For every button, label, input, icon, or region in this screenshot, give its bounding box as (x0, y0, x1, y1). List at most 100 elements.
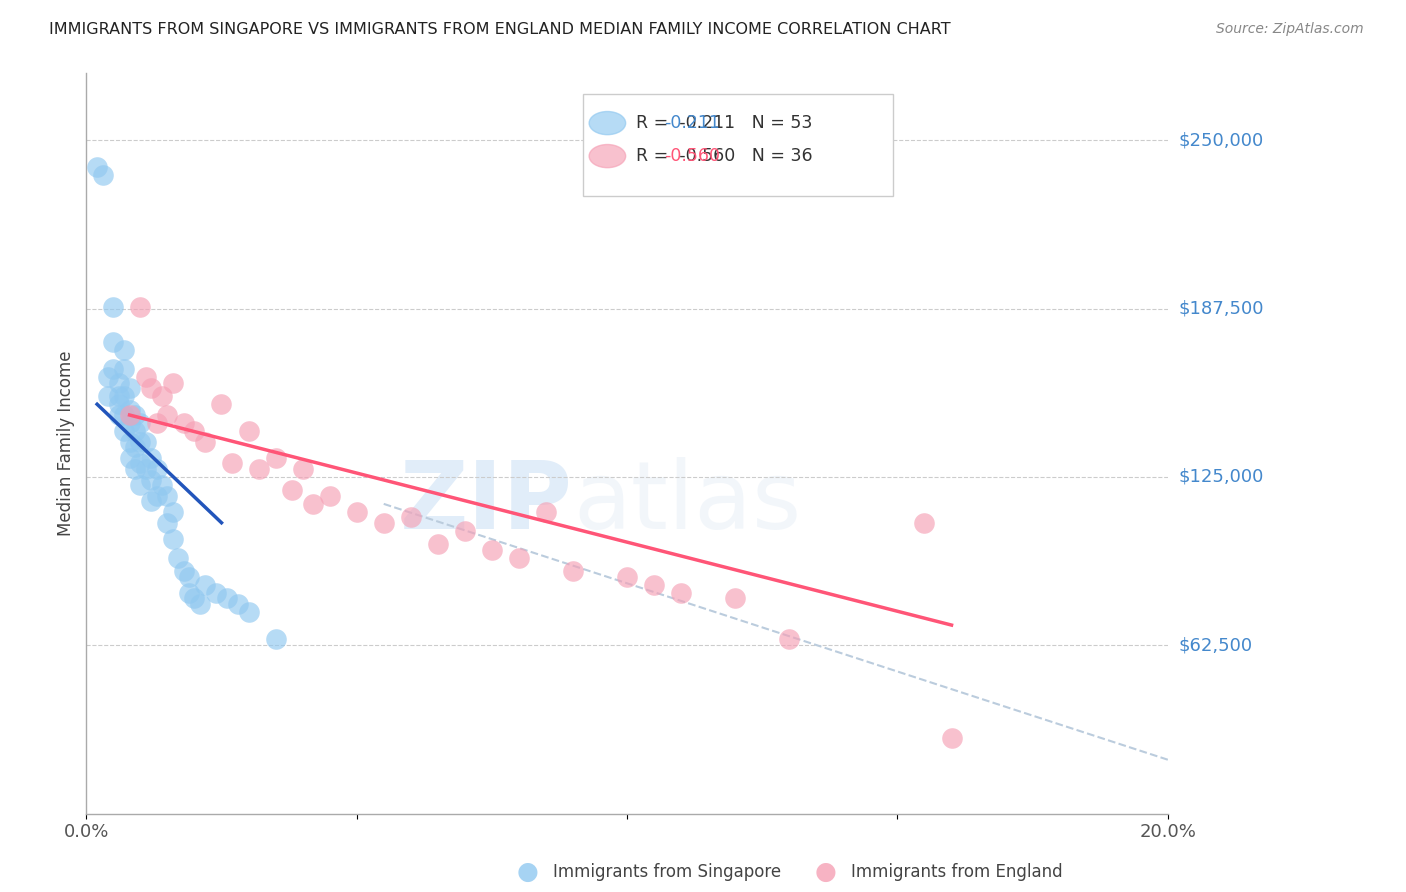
Point (173, 416, 195, 430)
Text: IMMIGRANTS FROM SINGAPORE VS IMMIGRANTS FROM ENGLAND MEDIAN FAMILY INCOME CORREL: IMMIGRANTS FROM SINGAPORE VS IMMIGRANTS … (49, 22, 950, 37)
Point (150, 389, 173, 403)
Point (162, 376, 184, 390)
Point (112, 362, 135, 376)
Y-axis label: Median Family Income: Median Family Income (58, 351, 75, 536)
Point (173, 564, 195, 578)
Point (124, 424, 146, 438)
Text: R =  -0.560   N = 36: R = -0.560 N = 36 (636, 147, 813, 165)
Point (86, 160, 108, 174)
Text: $125,000: $125,000 (1180, 468, 1264, 486)
Point (124, 462, 146, 476)
Point (156, 408, 179, 422)
Point (112, 408, 135, 422)
Point (156, 516, 179, 530)
Text: $62,500: $62,500 (1180, 636, 1253, 654)
Point (156, 489, 179, 503)
Point (914, 516, 936, 530)
Point (124, 440, 146, 454)
Point (188, 597, 211, 611)
Point (426, 537, 449, 551)
Point (226, 597, 249, 611)
Text: atlas: atlas (574, 457, 801, 549)
Point (141, 494, 163, 508)
Point (129, 416, 152, 430)
Text: ●: ● (516, 861, 538, 884)
Point (562, 564, 585, 578)
Point (221, 457, 243, 471)
Point (941, 731, 963, 746)
Point (281, 483, 304, 498)
Point (107, 408, 129, 422)
Text: ZIP: ZIP (401, 457, 574, 549)
Point (91, 169, 114, 183)
Point (107, 397, 129, 411)
Point (103, 362, 125, 376)
Point (97, 370, 120, 384)
Point (724, 591, 747, 606)
Point (177, 569, 200, 583)
Point (238, 605, 260, 619)
Point (481, 542, 503, 557)
Point (167, 550, 190, 565)
Text: -0.560: -0.560 (664, 147, 720, 165)
Point (508, 550, 530, 565)
Point (399, 510, 422, 524)
Point (118, 416, 141, 430)
Point (118, 408, 141, 422)
Point (97, 389, 120, 403)
Point (112, 424, 135, 438)
Point (129, 478, 152, 492)
Point (264, 451, 287, 466)
Point (118, 381, 141, 395)
Point (302, 497, 325, 511)
Point (107, 376, 129, 390)
Point (141, 451, 163, 466)
Text: Source: ZipAtlas.com: Source: ZipAtlas.com (1216, 22, 1364, 37)
Point (183, 424, 205, 438)
Point (145, 489, 167, 503)
Point (215, 591, 238, 606)
Point (205, 586, 228, 600)
Point (211, 397, 233, 411)
Text: $250,000: $250,000 (1180, 131, 1264, 149)
Point (177, 586, 200, 600)
Point (112, 389, 135, 403)
Point (454, 524, 477, 538)
Point (616, 569, 638, 583)
Text: Immigrants from Singapore: Immigrants from Singapore (553, 863, 780, 881)
Point (318, 489, 340, 503)
Point (238, 424, 260, 438)
Point (346, 505, 368, 519)
Point (129, 300, 152, 314)
Text: Immigrants from England: Immigrants from England (851, 863, 1063, 881)
Point (103, 335, 125, 350)
Point (162, 505, 184, 519)
Text: -0.211: -0.211 (664, 114, 720, 132)
Point (183, 591, 205, 606)
Point (118, 402, 141, 417)
Text: ●: ● (814, 861, 837, 884)
Point (643, 577, 665, 591)
Point (118, 451, 141, 466)
Point (135, 370, 157, 384)
Point (103, 300, 125, 314)
Point (107, 389, 129, 403)
Point (778, 632, 800, 646)
Point (145, 416, 167, 430)
Point (135, 434, 157, 449)
Point (129, 457, 152, 471)
Text: $187,500: $187,500 (1180, 300, 1264, 318)
Point (112, 343, 135, 358)
Point (124, 408, 146, 422)
Point (141, 473, 163, 487)
Point (669, 586, 692, 600)
Point (141, 381, 163, 395)
Point (129, 434, 152, 449)
Point (162, 532, 184, 546)
Point (534, 505, 557, 519)
Point (373, 516, 395, 530)
Point (135, 462, 157, 476)
Point (194, 577, 217, 591)
Point (264, 632, 287, 646)
Text: R =  -0.211   N = 53: R = -0.211 N = 53 (636, 114, 811, 132)
